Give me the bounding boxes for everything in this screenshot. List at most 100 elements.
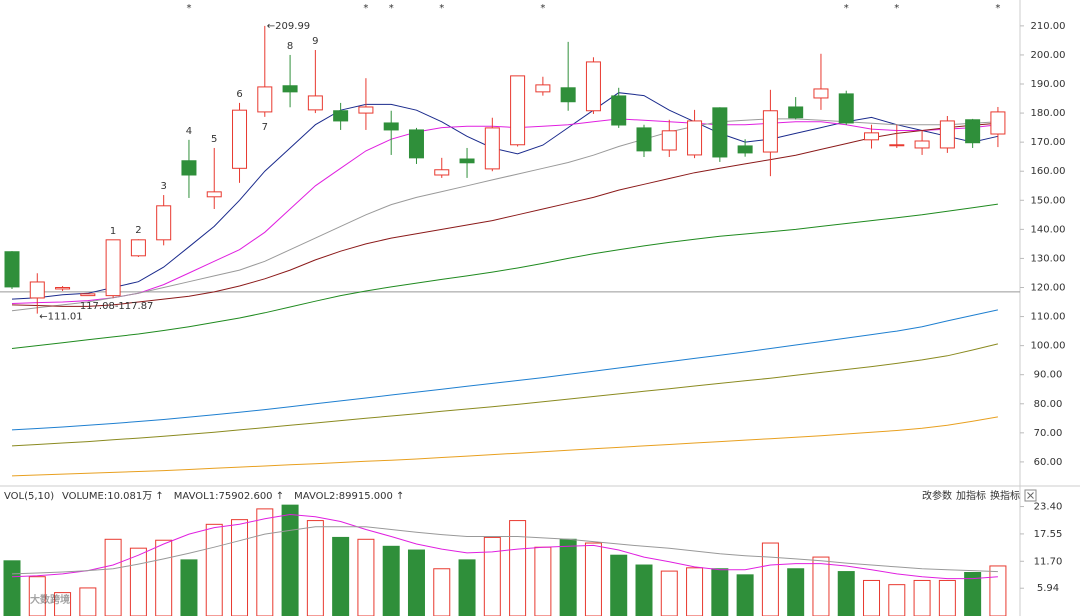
sequence-label: 2 xyxy=(135,225,141,236)
candle-body xyxy=(737,145,753,154)
sequence-label: 6 xyxy=(236,89,242,100)
volume-bar xyxy=(129,547,147,616)
price-annotation: ←209.99 xyxy=(267,21,310,32)
price-annotation: ←111.01 xyxy=(39,312,82,323)
candle-body xyxy=(762,110,778,153)
volume-bar xyxy=(483,536,501,616)
sequence-label: 7 xyxy=(262,122,268,133)
legend-entry: MAVOL2:89915.000 ↑ xyxy=(294,491,404,502)
star-marker: * xyxy=(186,3,191,14)
volume-bar xyxy=(812,556,830,616)
volume-bar xyxy=(231,519,249,616)
star-marker: * xyxy=(439,3,444,14)
candle-body xyxy=(939,120,955,149)
y-tick-label: 160.00 xyxy=(1031,166,1066,177)
y-tick-label: 100.00 xyxy=(1031,341,1066,352)
candle-body xyxy=(333,110,349,122)
volume-bar xyxy=(357,538,375,616)
ma-line xyxy=(11,122,998,307)
candle-body xyxy=(864,132,880,141)
volume-bar xyxy=(584,542,602,616)
volume-bar xyxy=(863,579,881,616)
candle-body xyxy=(257,86,273,113)
volume-bar xyxy=(281,504,299,616)
volume-bar xyxy=(888,584,906,616)
candle-body xyxy=(712,107,728,158)
sequence-label: 5 xyxy=(211,134,217,145)
mavol-line xyxy=(11,513,998,580)
volume-bar xyxy=(407,549,425,616)
y-tick-label: 180.00 xyxy=(1031,108,1066,119)
ma-line xyxy=(11,118,998,304)
candle-body xyxy=(383,122,399,131)
candle-body xyxy=(636,127,652,152)
y-tick-label: 130.00 xyxy=(1031,253,1066,264)
y-tick-label: 210.00 xyxy=(1031,21,1066,32)
ma-line xyxy=(11,343,999,447)
watermark: 大数跨境 xyxy=(30,593,70,606)
volume-bar xyxy=(686,567,704,616)
volume-bar xyxy=(306,520,324,616)
candle-body xyxy=(358,106,374,114)
volume-bar xyxy=(559,538,577,616)
y-tick-label: 170.00 xyxy=(1031,137,1066,148)
volume-bar xyxy=(256,508,274,616)
star-marker: * xyxy=(540,3,545,14)
candle-body xyxy=(990,111,1006,135)
volume-bar xyxy=(509,520,527,616)
volume-bar xyxy=(787,568,805,616)
y-tick-label: 11.70 xyxy=(1034,556,1063,567)
candle-body xyxy=(307,95,323,111)
candle-body xyxy=(434,169,450,176)
mavol-line xyxy=(11,526,998,575)
volume-bar xyxy=(433,568,451,616)
star-marker: * xyxy=(894,3,899,14)
y-tick-label: 80.00 xyxy=(1034,399,1063,410)
volume-bar xyxy=(104,538,122,616)
volume-bar xyxy=(3,560,21,616)
volume-bar xyxy=(382,545,400,616)
y-tick-label: 90.00 xyxy=(1034,370,1063,381)
candle-body xyxy=(156,205,172,241)
candle-body xyxy=(965,119,981,144)
ma-line xyxy=(11,118,998,312)
sequence-label: 1 xyxy=(110,226,116,237)
legend-entry: VOLUME:10.081万 ↑ xyxy=(62,491,164,502)
toolbar-button[interactable]: 换指标 xyxy=(990,489,1020,502)
close-icon xyxy=(1027,492,1034,499)
y-tick-label: 120.00 xyxy=(1031,282,1066,293)
candle-body xyxy=(4,251,20,288)
ma-line xyxy=(11,92,999,300)
volume-bar xyxy=(332,536,350,616)
sequence-label: 3 xyxy=(160,181,166,192)
volume-bar xyxy=(610,554,628,616)
y-tick-label: 17.55 xyxy=(1034,529,1063,540)
ma-line xyxy=(11,203,998,349)
candle-body xyxy=(459,158,475,164)
volume-bar xyxy=(458,559,476,616)
star-marker: * xyxy=(844,3,849,14)
y-tick-label: 5.94 xyxy=(1037,583,1059,594)
y-tick-label: 60.00 xyxy=(1034,457,1063,468)
y-tick-label: 110.00 xyxy=(1031,312,1066,323)
candle-body xyxy=(29,281,45,299)
sequence-label: 4 xyxy=(186,126,192,137)
volume-bar xyxy=(938,579,956,616)
candle-body xyxy=(130,239,146,257)
star-marker: * xyxy=(995,3,1000,14)
toolbar-button[interactable]: 改参数 xyxy=(922,489,952,502)
candle-body xyxy=(813,88,829,99)
ma-line xyxy=(11,416,998,477)
candle-body xyxy=(611,95,627,126)
toolbar-button[interactable]: 加指标 xyxy=(956,489,986,502)
candle-body xyxy=(510,75,526,146)
candle-body xyxy=(282,85,298,93)
ma-line xyxy=(11,309,999,431)
volume-bar xyxy=(837,571,855,616)
sequence-label: 8 xyxy=(287,41,293,52)
candle-body xyxy=(585,61,601,112)
volume-bar xyxy=(761,542,779,616)
candle-body xyxy=(232,109,248,169)
candle-body xyxy=(914,140,930,149)
